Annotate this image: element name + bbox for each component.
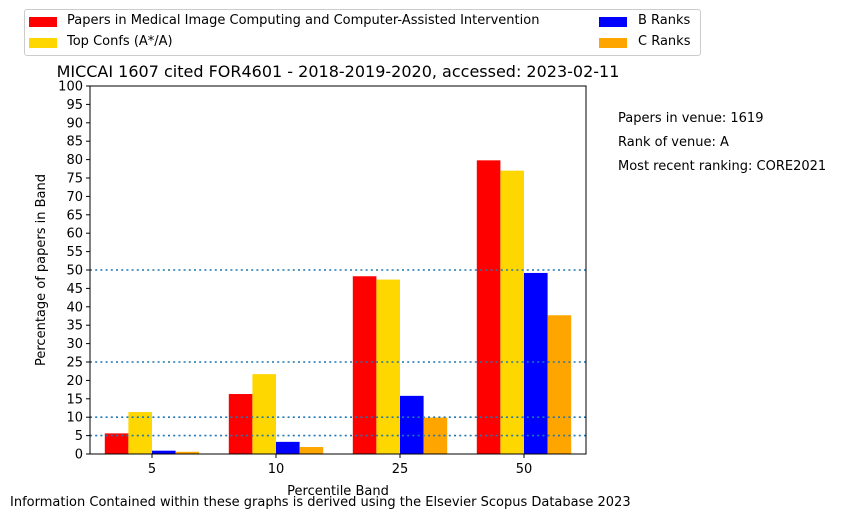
- legend-label-c-ranks: C Ranks: [638, 34, 691, 49]
- y-tick-label-50: 50: [66, 264, 83, 279]
- bar-series3-cat5: [175, 451, 200, 454]
- x-tick-label-50: 50: [516, 462, 533, 477]
- bar-series3-cat25: [423, 417, 448, 454]
- y-tick-label-45: 45: [66, 282, 83, 297]
- y-tick-label-65: 65: [66, 208, 83, 223]
- legend-swatch-c-ranks: [599, 38, 627, 48]
- x-tick-label-10: 10: [268, 462, 285, 477]
- x-tick-label-25: 25: [392, 462, 409, 477]
- bar-series2-cat25: [400, 395, 424, 454]
- bar-series2-cat5: [152, 450, 176, 454]
- y-tick-label-25: 25: [66, 356, 83, 371]
- y-tick-label-0: 0: [75, 448, 83, 463]
- bar-series2-cat50: [524, 272, 548, 454]
- bar-series0-cat5: [104, 433, 129, 454]
- bar-series1-cat25: [376, 279, 400, 454]
- x-tick-label-5: 5: [148, 462, 156, 477]
- venue-rank: Rank of venue: A: [618, 135, 729, 150]
- y-tick-label-90: 90: [66, 116, 83, 131]
- y-tick-label-75: 75: [66, 172, 83, 187]
- y-tick-label-100: 100: [58, 80, 83, 95]
- y-tick-label-5: 5: [75, 429, 83, 444]
- y-tick-label-10: 10: [66, 411, 83, 426]
- y-tick-label-70: 70: [66, 190, 83, 205]
- legend-swatch-papers: [29, 17, 57, 27]
- y-tick-label-80: 80: [66, 153, 83, 168]
- legend-swatch-b-ranks: [599, 17, 627, 27]
- y-tick-label-40: 40: [66, 300, 83, 315]
- bar-series0-cat10: [228, 394, 253, 454]
- y-tick-label-15: 15: [66, 392, 83, 407]
- bar-series3-cat50: [547, 315, 572, 454]
- bar-series1-cat10: [252, 374, 276, 454]
- bar-series0-cat25: [352, 276, 377, 454]
- legend-swatch-top-confs: [29, 38, 57, 48]
- legend-label-b-ranks: B Ranks: [638, 13, 691, 28]
- footer-note: Information Contained within these graph…: [10, 495, 631, 510]
- bar-series3-cat10: [299, 447, 324, 454]
- y-tick-label-55: 55: [66, 245, 83, 260]
- y-tick-label-35: 35: [66, 319, 83, 334]
- y-tick-label-85: 85: [66, 135, 83, 150]
- y-tick-label-20: 20: [66, 374, 83, 389]
- bar-series2-cat10: [276, 441, 300, 454]
- legend-label-top-confs: Top Confs (A*/A): [67, 34, 173, 49]
- y-tick-label-30: 30: [66, 337, 83, 352]
- chart-title: MICCAI 1607 cited FOR4601 - 2018-2019-20…: [57, 62, 620, 81]
- legend: Papers in Medical Image Computing and Co…: [24, 9, 701, 56]
- y-axis-label: Percentage of papers in Band: [34, 174, 49, 366]
- y-tick-label-95: 95: [66, 98, 83, 113]
- x-axis-label: Percentile Band: [287, 484, 389, 499]
- y-tick-label-60: 60: [66, 227, 83, 242]
- most-recent-ranking: Most recent ranking: CORE2021: [618, 159, 827, 174]
- legend-label-papers: Papers in Medical Image Computing and Co…: [67, 13, 540, 28]
- bar-series1-cat50: [500, 170, 524, 454]
- bar-series1-cat5: [128, 412, 152, 454]
- venue-paper-count: Papers in venue: 1619: [618, 111, 764, 126]
- bar-series0-cat50: [476, 160, 501, 454]
